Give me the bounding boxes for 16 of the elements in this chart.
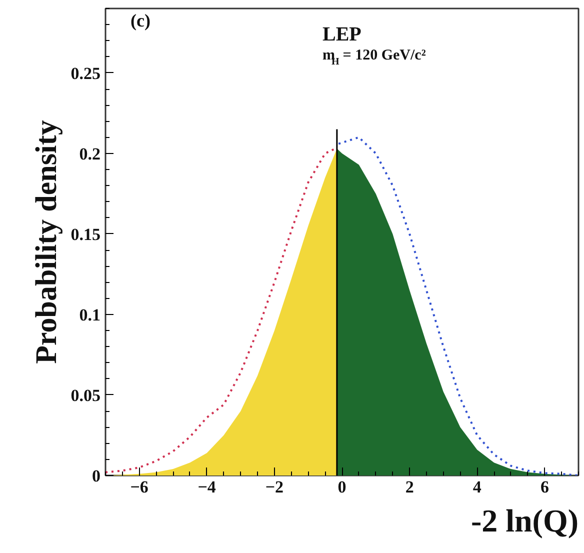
x-tick-label: −6 <box>130 478 148 496</box>
y-tick-label: 0.05 <box>70 386 100 405</box>
y-tick-label: 0.15 <box>70 224 100 244</box>
x-tick-label: 2 <box>405 478 414 496</box>
x-tick-label: 6 <box>540 478 549 496</box>
x-tick-label: 4 <box>472 478 482 496</box>
annotation: LEP <box>322 24 362 46</box>
y-axis-title: Probability density <box>30 120 63 364</box>
y-tick-label: 0.2 <box>79 144 100 164</box>
x-tick-label: 0 <box>338 478 346 496</box>
y-tick-label: 0.25 <box>70 64 100 83</box>
x-axis-title: -2 ln(Q) <box>470 502 578 538</box>
annotation: (c) <box>130 10 150 30</box>
y-tick-label: 0.1 <box>79 305 100 324</box>
x-tick-label: −4 <box>198 478 216 496</box>
x-tick-label: −2 <box>265 478 284 496</box>
